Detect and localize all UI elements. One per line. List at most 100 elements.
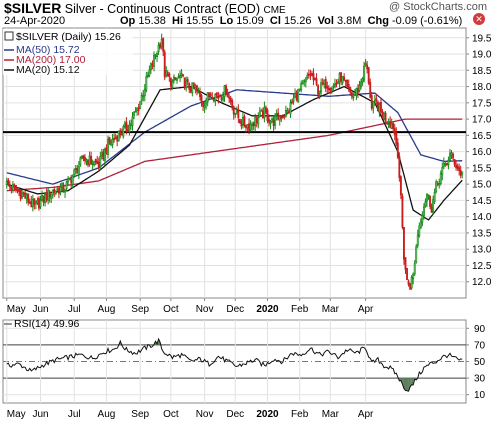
candle-body <box>217 96 220 99</box>
candle-body <box>128 124 131 132</box>
date-label: 24-Apr-2020 <box>4 15 66 27</box>
candle-body <box>70 179 73 184</box>
candle-body <box>214 94 217 102</box>
candle-body <box>90 155 93 165</box>
candle-body <box>455 164 458 168</box>
candle-body <box>163 51 166 78</box>
price-tick-label: 19.5 <box>472 33 492 44</box>
candle-body <box>438 183 441 186</box>
candle-body <box>199 91 201 97</box>
rsi-line <box>6 337 463 392</box>
candle-body <box>154 54 157 57</box>
candle-body <box>119 130 122 136</box>
candle-body <box>260 109 263 112</box>
candle-body <box>73 169 76 176</box>
candle-body <box>401 195 404 228</box>
open-value: 15.38 <box>138 15 166 27</box>
candle-body <box>288 111 290 114</box>
candle-body <box>399 176 402 196</box>
candle-body <box>149 62 152 70</box>
candle-body <box>311 73 313 76</box>
candle-body <box>358 85 361 91</box>
candle-body <box>87 160 89 166</box>
candle-body <box>185 80 188 89</box>
candle-body <box>294 93 297 98</box>
candle-body <box>145 76 148 91</box>
candle-body <box>28 202 31 204</box>
candle-body <box>384 112 387 122</box>
candle-body <box>361 77 364 83</box>
candle-body <box>289 102 292 115</box>
candle-body <box>191 82 194 94</box>
candle-body <box>15 184 17 191</box>
candle-body <box>252 122 255 127</box>
candle-body <box>315 78 318 85</box>
candle-body <box>30 201 33 208</box>
candle-body <box>436 183 439 185</box>
candle-body <box>174 77 177 81</box>
candle-body <box>318 90 321 95</box>
rsi-month-label: Nov <box>196 409 214 420</box>
candle-body <box>306 74 309 79</box>
candle-body <box>179 75 181 79</box>
candle-body <box>194 86 197 90</box>
volume-label: Vol <box>317 15 334 27</box>
candle-body <box>113 138 116 140</box>
candle-body <box>195 85 198 92</box>
candle-body <box>235 109 238 113</box>
candle-body <box>269 120 272 125</box>
candle-body <box>114 136 117 139</box>
candle-body <box>418 225 421 237</box>
candle-body <box>330 88 333 91</box>
candle-body <box>309 73 312 76</box>
candle-body <box>277 112 280 120</box>
candle-body <box>370 95 373 109</box>
candle-body <box>444 163 447 165</box>
candle-body <box>424 201 427 207</box>
candle-body <box>410 277 413 289</box>
price-tick-label: 15.5 <box>472 163 492 174</box>
candle-body <box>39 199 42 208</box>
candle-body <box>249 123 252 131</box>
candle-body <box>125 121 128 132</box>
high-label: Hi <box>172 15 183 27</box>
rsi-month-label: Feb <box>291 409 309 420</box>
candle-body <box>323 79 326 85</box>
candle-body <box>461 171 464 175</box>
candle-body <box>347 84 350 88</box>
candle-body <box>183 77 186 89</box>
high-value: 15.55 <box>186 15 214 27</box>
candle-body <box>61 182 63 188</box>
candle-body <box>120 133 123 136</box>
candle-body <box>97 161 100 168</box>
candle-body <box>202 102 204 107</box>
candle-body <box>168 73 171 77</box>
candle-body <box>232 106 235 115</box>
candle-body <box>117 131 120 142</box>
candle-body <box>8 185 11 188</box>
candle-body <box>208 92 211 97</box>
candle-body <box>429 196 431 207</box>
candle-body <box>241 117 244 125</box>
exchange-label: CME <box>263 5 286 16</box>
candle-body <box>355 88 358 97</box>
candle-body <box>156 53 158 57</box>
candle-body <box>159 43 162 48</box>
change-label: Chg <box>367 15 389 27</box>
candle-body <box>363 65 366 81</box>
candle-body <box>25 194 28 200</box>
candle-body <box>186 79 189 83</box>
candle-body <box>274 115 277 126</box>
candle-body <box>324 79 327 89</box>
legend-background <box>3 29 133 75</box>
rsi-month-label: Mar <box>322 409 340 420</box>
candle-body <box>110 142 112 146</box>
candle-body <box>143 88 146 97</box>
candle-body <box>133 112 135 116</box>
candle-body <box>180 73 183 76</box>
candle-body <box>320 82 323 92</box>
candle-body <box>148 69 151 76</box>
legend-ma200: MA(200) 17.00 <box>16 54 86 66</box>
candle-body <box>229 97 232 103</box>
candle-body <box>360 81 362 88</box>
